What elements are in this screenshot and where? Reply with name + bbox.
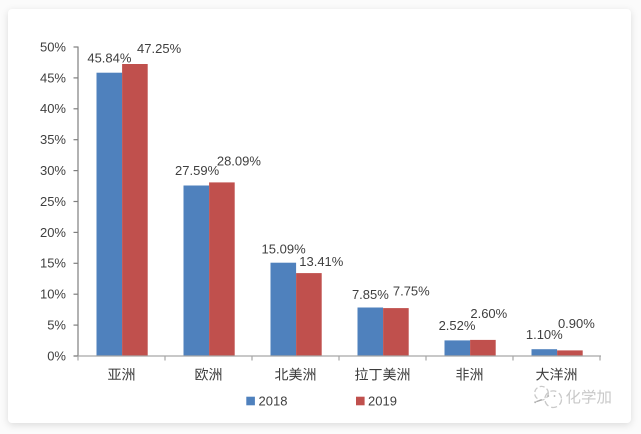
svg-text:47.25%: 47.25% xyxy=(137,41,182,56)
svg-text:40%: 40% xyxy=(40,101,66,116)
svg-text:0%: 0% xyxy=(47,348,66,363)
svg-text:7.75%: 7.75% xyxy=(393,284,430,299)
svg-text:45%: 45% xyxy=(40,70,66,85)
svg-text:15%: 15% xyxy=(40,256,66,271)
svg-text:2018: 2018 xyxy=(259,394,288,409)
svg-text:0.90%: 0.90% xyxy=(558,316,595,331)
svg-text:15.09%: 15.09% xyxy=(262,242,307,257)
svg-text:25%: 25% xyxy=(40,194,66,209)
svg-text:50%: 50% xyxy=(40,39,66,54)
svg-text:13.41%: 13.41% xyxy=(299,254,344,269)
svg-text:10%: 10% xyxy=(40,287,66,302)
svg-text:35%: 35% xyxy=(40,132,66,147)
svg-text:5%: 5% xyxy=(47,318,66,333)
svg-text:2.52%: 2.52% xyxy=(439,318,476,333)
svg-text:2019: 2019 xyxy=(368,394,397,409)
svg-text:27.59%: 27.59% xyxy=(175,163,220,178)
svg-text:28.09%: 28.09% xyxy=(217,153,262,168)
svg-text:30%: 30% xyxy=(40,163,66,178)
svg-text:45.84%: 45.84% xyxy=(87,51,132,66)
svg-text:2.60%: 2.60% xyxy=(470,306,507,321)
svg-text:7.85%: 7.85% xyxy=(352,287,389,302)
svg-text:1.10%: 1.10% xyxy=(526,327,563,342)
svg-text:20%: 20% xyxy=(40,225,66,240)
